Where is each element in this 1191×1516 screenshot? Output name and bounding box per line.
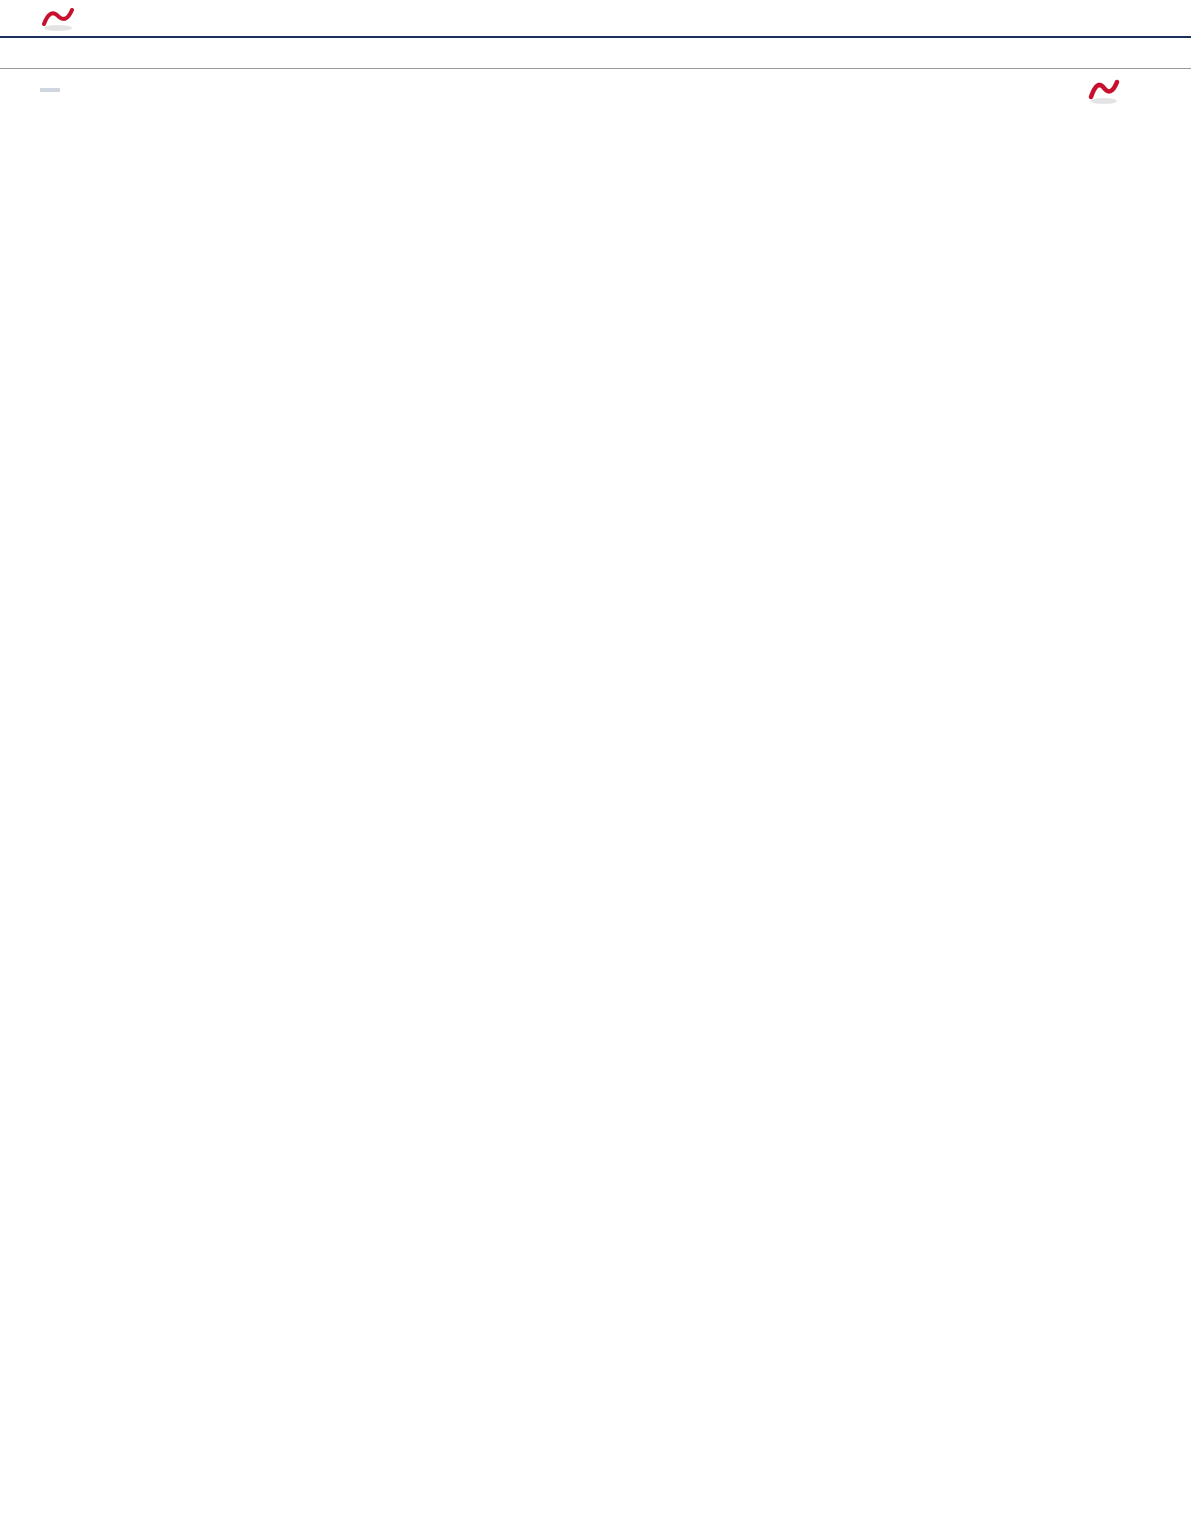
page-footer	[0, 68, 1191, 117]
brand-logo-icon	[40, 4, 76, 32]
footer-disclaimer	[40, 88, 60, 92]
header-left	[40, 4, 84, 32]
charts-grid	[0, 38, 1191, 62]
page-header	[0, 0, 1191, 38]
brand-logo-icon	[1087, 75, 1121, 105]
footer-right	[1087, 75, 1151, 105]
